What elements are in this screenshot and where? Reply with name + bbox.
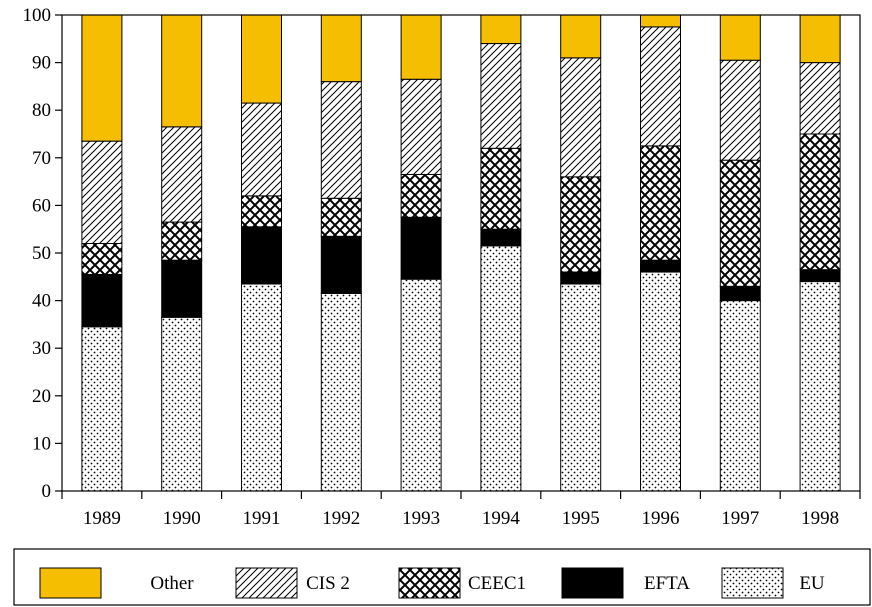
- bar-eu-1998: [799, 281, 841, 492]
- bar-other-1989: [81, 14, 123, 142]
- bar-other-1994: [480, 14, 522, 45]
- bar-eu-1996: [640, 271, 681, 492]
- bar-other-1998: [799, 14, 841, 64]
- y-tick-label: 90: [32, 53, 51, 74]
- bar-cis-2-1991: [241, 102, 282, 197]
- bar-other-1993: [400, 14, 442, 80]
- x-tick-label: 1994: [482, 508, 521, 529]
- bar-other-1991: [241, 14, 282, 104]
- bar-efta-1993: [400, 216, 442, 280]
- bar-cis-2-1996: [640, 26, 681, 147]
- bar-eu-1995: [560, 283, 602, 492]
- y-tick-label: 0: [42, 481, 52, 502]
- bar-eu-1997: [719, 300, 761, 492]
- y-tick-label: 70: [32, 148, 51, 169]
- bar-eu-1994: [480, 245, 522, 492]
- bar-efta-1994: [480, 228, 522, 247]
- axes-layer: 0 10 20 30 40 50 60 70 80 90 100 1989 1990 1991 1992 19…: [23, 5, 861, 529]
- x-tick-label: 1995: [562, 508, 600, 529]
- bar-ceec1-1991: [241, 195, 282, 228]
- y-tick-label: 30: [32, 338, 51, 359]
- bar-other-1992: [320, 14, 362, 83]
- y-tick-label: 60: [32, 195, 51, 216]
- bar-efta-1996: [640, 259, 681, 273]
- bar-efta-1997: [719, 285, 761, 302]
- x-tick-label: 1992: [322, 508, 360, 529]
- legend-swatch-other: [39, 567, 102, 599]
- bar-other-1996: [640, 14, 681, 28]
- bar-eu-1992: [320, 292, 362, 492]
- bar-ceec1-1997: [719, 159, 761, 287]
- bar-efta-1995: [560, 271, 602, 285]
- bar-other-1997: [719, 14, 761, 61]
- bar-ceec1-1994: [480, 147, 522, 230]
- x-tick-label: 1991: [243, 508, 281, 529]
- legend-label-eu: EU: [799, 573, 825, 594]
- legend-swatch-cis-2: [235, 567, 298, 599]
- y-tick-label: 10: [32, 433, 51, 454]
- bar-ceec1-1995: [560, 176, 602, 273]
- bar-cis-2-1997: [719, 59, 761, 161]
- bar-other-1990: [161, 14, 203, 128]
- bar-eu-1990: [161, 316, 203, 492]
- bar-ceec1-1993: [400, 173, 442, 218]
- y-tick-label: 40: [32, 291, 51, 312]
- bar-ceec1-1998: [799, 133, 841, 271]
- y-tick-label: 80: [32, 100, 51, 121]
- x-tick-label: 1989: [83, 508, 121, 529]
- bar-cis-2-1995: [560, 57, 602, 178]
- bar-other-1995: [560, 14, 602, 59]
- bar-eu-1991: [241, 283, 282, 492]
- bar-cis-2-1994: [480, 43, 522, 149]
- bar-cis-2-1992: [320, 81, 362, 199]
- x-tick-label: 1993: [402, 508, 440, 529]
- legend-swatch-ceec1: [398, 567, 461, 599]
- legend-swatch-efta: [561, 567, 624, 599]
- bar-cis-2-1990: [161, 126, 203, 223]
- y-tick-label: 100: [23, 5, 52, 26]
- bar-ceec1-1990: [161, 221, 203, 261]
- legend-label-ceec1: CEEC1: [468, 573, 526, 594]
- bar-efta-1989: [81, 273, 123, 328]
- x-tick-label: 1997: [721, 508, 759, 529]
- bar-efta-1992: [320, 235, 362, 294]
- bar-efta-1990: [161, 259, 203, 318]
- bar-eu-1993: [400, 278, 442, 492]
- bar-ceec1-1996: [640, 145, 681, 261]
- x-tick-label: 1990: [163, 508, 201, 529]
- legend-label-other: Other: [150, 573, 194, 594]
- bar-eu-1989: [81, 326, 123, 492]
- y-tick-label: 50: [32, 243, 51, 264]
- bar-ceec1-1989: [81, 242, 123, 275]
- bar-ceec1-1992: [320, 197, 362, 237]
- legend-label-efta: EFTA: [644, 573, 690, 594]
- bar-efta-1998: [799, 269, 841, 283]
- legend-swatch-eu: [721, 567, 784, 599]
- bar-efta-1991: [241, 226, 282, 285]
- x-tick-label: 1998: [801, 508, 839, 529]
- legend-label-cis-2: CIS 2: [306, 573, 350, 594]
- bar-cis-2-1989: [81, 140, 123, 244]
- bar-cis-2-1993: [400, 78, 442, 175]
- y-tick-label: 20: [32, 386, 51, 407]
- legend: Other CIS 2 CEEC1 EFTA EU: [13, 548, 871, 606]
- bars-layer: [81, 14, 841, 492]
- x-tick-label: 1996: [642, 508, 680, 529]
- bar-cis-2-1998: [799, 62, 841, 135]
